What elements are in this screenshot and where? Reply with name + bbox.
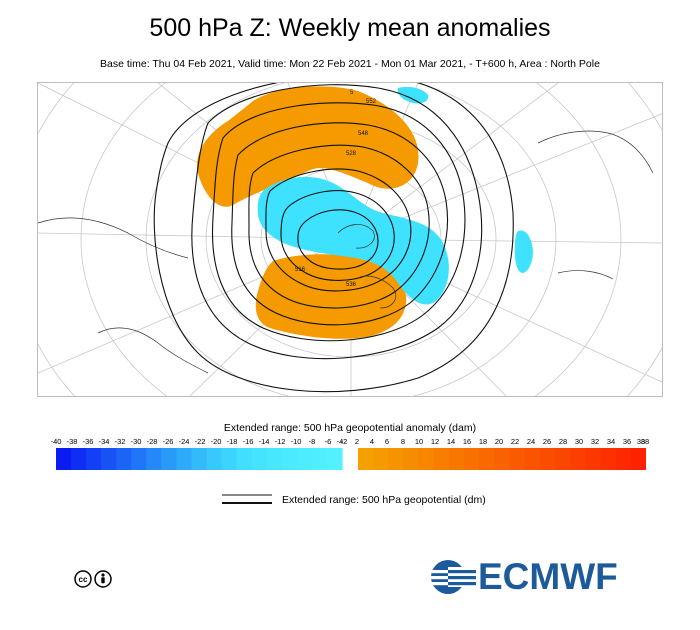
tick-label: 12 <box>430 437 440 446</box>
colorbar-positive-bin <box>358 448 374 470</box>
negative-anomaly-areas <box>257 86 533 305</box>
ecmwf-logo-text: ECMWF <box>478 556 618 597</box>
tick-label: -6 <box>324 437 332 446</box>
ecmwf-logo-icon <box>430 560 476 594</box>
contour-legend-label: Extended range: 500 hPa geopotential (dm… <box>282 494 486 506</box>
colorbar-positive-bin <box>600 448 617 470</box>
tick-label: -30 <box>130 437 142 446</box>
tick-label: 4 <box>369 437 375 446</box>
cc-license-icon[interactable]: cc <box>74 570 114 588</box>
tick-label: 14 <box>446 437 456 446</box>
tick-label: 26 <box>542 437 552 446</box>
colorbar-positive-bin <box>479 448 496 470</box>
colorbar <box>56 448 646 470</box>
colorbar-positive-bin <box>494 448 511 470</box>
colorbar-positive-bin <box>509 448 526 470</box>
tick-label: -24 <box>178 437 190 446</box>
colorbar-positive-bin <box>524 448 541 470</box>
colorbar-positive-bin <box>464 448 480 470</box>
colorbar-positive-bin <box>539 448 556 470</box>
contour-legend-sample <box>222 494 272 504</box>
tick-label: -28 <box>146 437 158 446</box>
colorbar-negative-bin <box>146 448 162 470</box>
tick-label: 6 <box>384 437 390 446</box>
colorbar-positive-bin <box>555 448 571 470</box>
colorbar-positive-bin <box>418 448 435 470</box>
tick-label: -38 <box>66 437 78 446</box>
tick-label: -36 <box>82 437 94 446</box>
tick-label: -20 <box>210 437 222 446</box>
polar-map: 552 548 528 516 536 5 <box>37 82 663 397</box>
colorbar-negative-bin <box>266 448 283 470</box>
colorbar-positive-bin <box>403 448 420 470</box>
contour-label: 516 <box>295 267 306 273</box>
svg-text:cc: cc <box>79 575 88 584</box>
tick-label: 30 <box>574 437 584 446</box>
colorbar-positive-bin <box>388 448 405 470</box>
tick-label: 28 <box>558 437 568 446</box>
colorbar-positive-bin <box>433 448 450 470</box>
tick-label: 36 <box>622 437 632 446</box>
tick-label: -40 <box>50 437 62 446</box>
tick-label: -32 <box>114 437 126 446</box>
colorbar-negative-bin <box>161 448 178 470</box>
colorbar-negative-bin <box>281 448 298 470</box>
colorbar-negative-bin <box>296 448 313 470</box>
tick-label: -2 <box>340 437 348 446</box>
map-svg: 552 548 528 516 536 5 <box>38 83 662 396</box>
colorbar-negative-bin <box>311 448 328 470</box>
tick-label: 18 <box>478 437 488 446</box>
colorbar-positive-bin <box>630 448 646 470</box>
colorbar-negative-bin <box>86 448 102 470</box>
contour-label: 528 <box>346 151 357 157</box>
coastlines <box>38 130 654 374</box>
contour-label: 5 <box>350 90 354 96</box>
colorbar-negative-bin <box>71 448 87 470</box>
contour-label: 548 <box>358 131 369 137</box>
tick-label: -18 <box>226 437 238 446</box>
colorbar-negative-bin <box>206 448 223 470</box>
colorbar-positive-bin <box>615 448 632 470</box>
tick-label: 34 <box>606 437 616 446</box>
tick-label: 2 <box>354 437 360 446</box>
colorbar-title: Extended range: 500 hPa geopotential ano… <box>223 422 477 434</box>
colorbar-positive-bin <box>448 448 465 470</box>
tick-label: -14 <box>258 437 270 446</box>
tick-label: -16 <box>242 437 254 446</box>
tick-label: 8 <box>400 437 406 446</box>
colorbar-positive-bin <box>373 448 389 470</box>
colorbar-negative-bin <box>116 448 132 470</box>
tick-label: 38 <box>640 437 650 446</box>
tick-label: -8 <box>308 437 316 446</box>
contour-label: 536 <box>346 282 357 288</box>
chart-subtitle: Base time: Thu 04 Feb 2021, Valid time: … <box>100 58 600 70</box>
colorbar-positive-bin <box>570 448 586 470</box>
tick-label: 32 <box>590 437 600 446</box>
colorbar-negative-bin <box>191 448 208 470</box>
tick-label: -4 <box>336 437 344 446</box>
tick-label: 20 <box>494 437 504 446</box>
colorbar-negative-bin <box>131 448 147 470</box>
contour-label: 552 <box>366 99 377 105</box>
tick-label: 16 <box>462 437 472 446</box>
tick-label: -10 <box>290 437 302 446</box>
colorbar-negative-bin <box>56 448 72 470</box>
colorbar-negative-bin <box>221 448 238 470</box>
colorbar-negative-bin <box>251 448 268 470</box>
tick-label: 38 <box>636 437 646 446</box>
tick-label: -22 <box>194 437 206 446</box>
colorbar-negative-bin <box>326 448 343 470</box>
colorbar-negative-bin <box>176 448 193 470</box>
geopotential-contours <box>153 83 514 393</box>
colorbar-negative-bin <box>101 448 117 470</box>
tick-label: -34 <box>98 437 110 446</box>
tick-label: -12 <box>274 437 286 446</box>
tick-label: 24 <box>526 437 536 446</box>
chart-title: 500 hPa Z: Weekly mean anomalies <box>149 14 551 42</box>
tick-label: -26 <box>162 437 174 446</box>
colorbar-negative-bin <box>236 448 253 470</box>
tick-label: 22 <box>510 437 520 446</box>
tick-label: 10 <box>414 437 424 446</box>
colorbar-positive-bin <box>585 448 602 470</box>
